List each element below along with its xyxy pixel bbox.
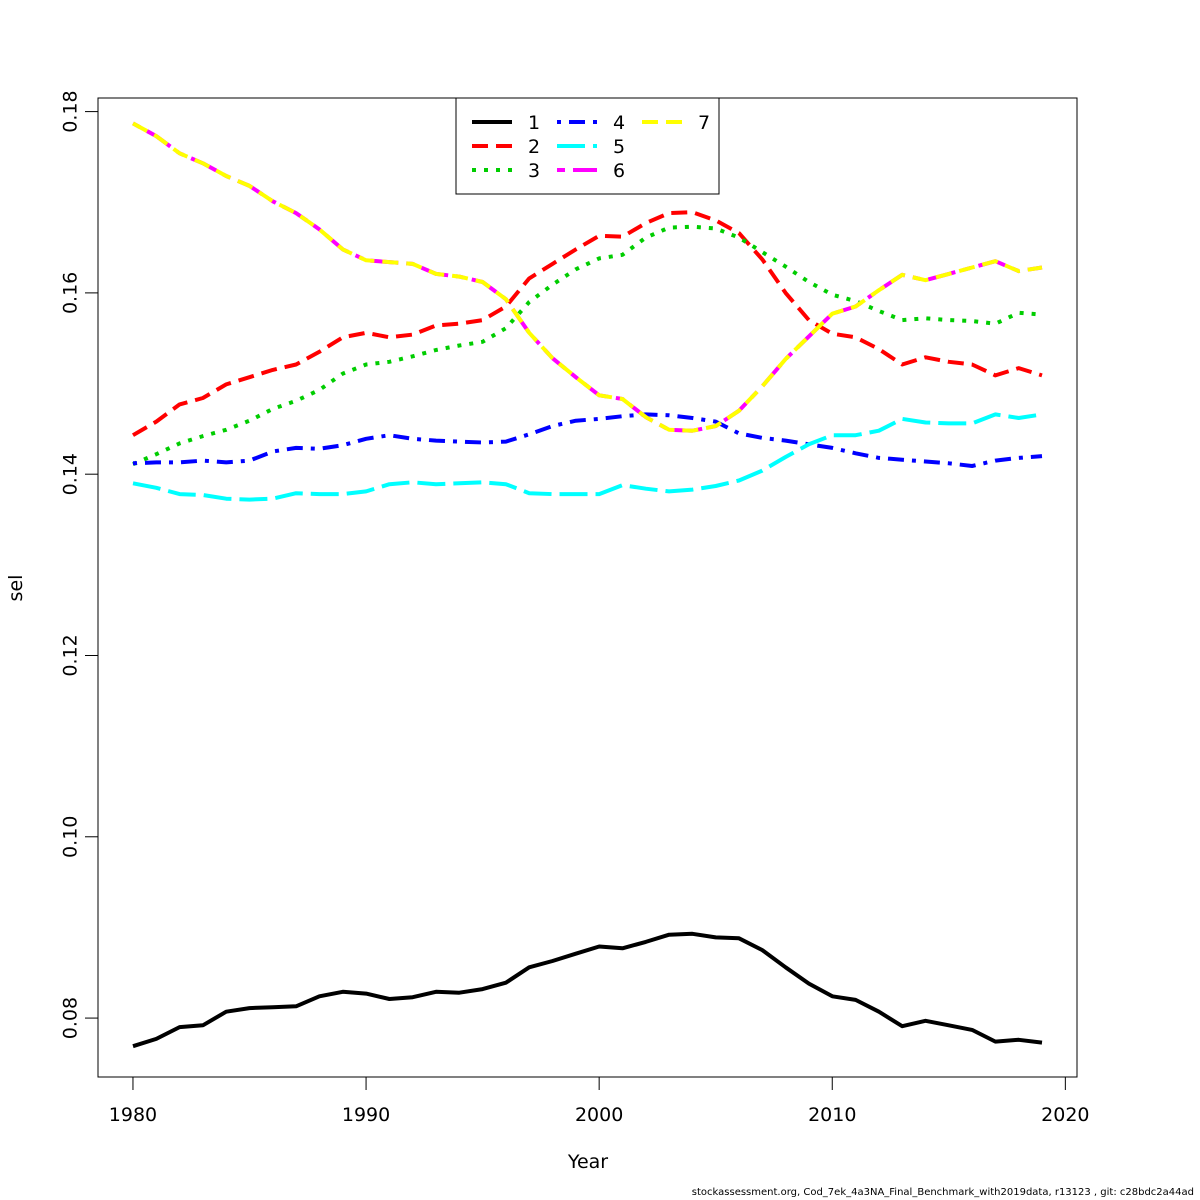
series-line-3 [132,224,1043,467]
y-tick-label: 0.14 [60,453,82,495]
x-axis: 1980 1990 2000 2010 2020 [109,1076,1090,1126]
y-tick-label: 0.18 [60,90,82,132]
legend-label-4: 4 [613,112,625,134]
x-tick-label: 2010 [808,1104,856,1126]
y-axis: 0.08 0.10 0.12 0.14 0.16 0.18 [60,90,99,1039]
y-tick-label: 0.08 [60,997,82,1039]
footer-caption: stockassessment.org, Cod_7ek_4a3NA_Final… [691,1187,1194,1198]
plot-lines [131,121,1043,1049]
x-tick-label: 1980 [109,1104,157,1126]
series-line-2 [131,210,1043,437]
series-line-7 [132,121,1043,433]
series-line-4 [132,412,1043,468]
x-tick-label: 1990 [342,1104,390,1126]
series-line-5 [132,412,1043,502]
x-axis-title: Year [567,1151,608,1173]
series-line-1 [132,931,1043,1049]
y-tick-label: 0.10 [60,816,82,858]
y-tick-label: 0.16 [60,272,82,314]
y-axis-title: sel [5,575,27,602]
legend-label-1: 1 [528,112,540,134]
legend: 123 456 7 [455,97,720,195]
legend-label-6: 6 [613,160,625,182]
x-tick-label: 2000 [575,1104,623,1126]
legend-box [455,97,720,195]
x-tick-label: 2020 [1041,1104,1089,1126]
y-tick-label: 0.12 [60,634,82,676]
legend-label-3: 3 [528,160,540,182]
legend-label-7: 7 [698,112,710,134]
legend-label-5: 5 [613,136,625,158]
legend-label-2: 2 [528,136,540,158]
